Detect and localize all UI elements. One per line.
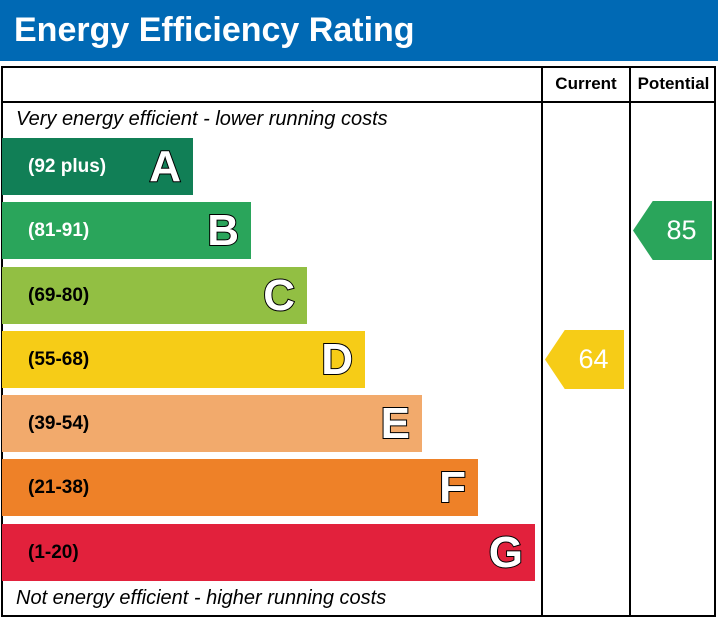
potential-rating-arrow: 85 [633,201,712,260]
current-column-header: Current [555,74,617,93]
top-note: Very energy efficient - lower running co… [16,108,388,130]
column-divider [541,66,543,617]
band-range: (21-38) [28,477,90,498]
band-letter: B [206,205,240,256]
potential-column-header: Potential [637,74,710,93]
band-letter: F [438,462,467,513]
band-letter: G [488,527,524,578]
band-letter: E [380,398,411,449]
current-rating-arrow: 64 [545,330,624,389]
band-e: (39-54) E [2,395,422,452]
band-f: (21-38) F [2,459,478,516]
band-range: (69-80) [28,285,90,306]
band-range: (39-54) [28,413,90,434]
band-c: (69-80) C [2,267,307,324]
bottom-note: Not energy efficient - higher running co… [16,587,387,609]
band-a: (92 plus) A [2,138,193,195]
potential-rating-value: 85 [666,215,697,245]
column-divider [629,66,631,617]
band-b: (81-91) B [2,202,251,259]
band-letter: A [148,141,182,192]
current-rating-value: 64 [578,344,609,374]
band-range: (1-20) [28,542,79,563]
band-letter: D [320,334,354,385]
band-range: (55-68) [28,349,90,370]
band-g: (1-20) G [2,524,535,581]
header-divider [1,101,716,103]
band-letter: C [262,270,296,321]
band-range: (81-91) [28,220,90,241]
band-d: (55-68) D [2,331,365,388]
chart-title: Energy Efficiency Rating [0,0,718,61]
band-range: (92 plus) [28,156,107,177]
